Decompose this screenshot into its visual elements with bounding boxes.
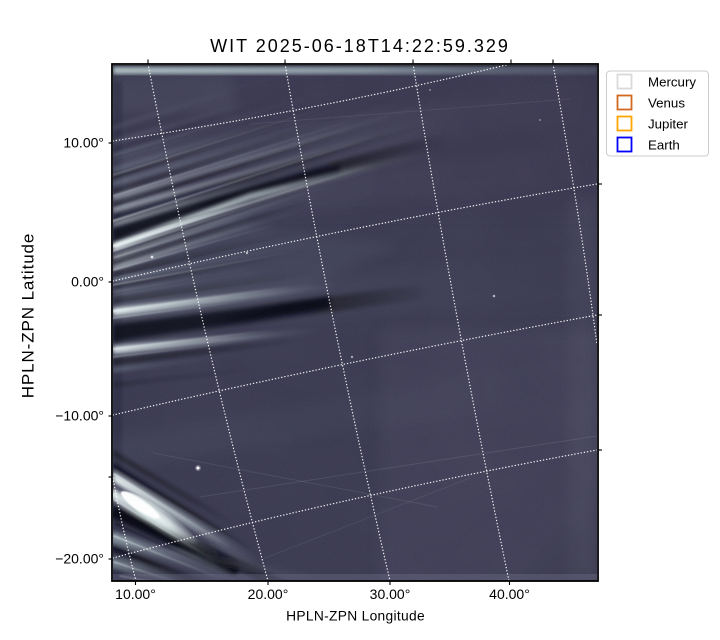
svg-text:HPLN-ZPN Longitude: HPLN-ZPN Longitude bbox=[286, 609, 425, 624]
svg-text:Earth: Earth bbox=[648, 137, 680, 152]
svg-text:20.00°: 20.00° bbox=[248, 586, 289, 602]
svg-text:−10.00°: −10.00° bbox=[55, 408, 104, 424]
svg-text:Mercury: Mercury bbox=[648, 74, 696, 89]
svg-text:HPLN-ZPN Latitude: HPLN-ZPN Latitude bbox=[19, 233, 38, 399]
svg-text:10.00°: 10.00° bbox=[115, 586, 156, 602]
svg-text:WIT 2025-06-18T14:22:59.329: WIT 2025-06-18T14:22:59.329 bbox=[210, 36, 510, 56]
svg-text:40.00°: 40.00° bbox=[489, 586, 530, 602]
svg-text:30.00°: 30.00° bbox=[370, 586, 411, 602]
svg-text:Jupiter: Jupiter bbox=[648, 116, 688, 131]
svg-text:0.00°: 0.00° bbox=[71, 274, 104, 290]
svg-text:−20.00°: −20.00° bbox=[55, 551, 104, 567]
svg-text:10.00°: 10.00° bbox=[63, 135, 104, 151]
svg-text:Venus: Venus bbox=[648, 95, 685, 110]
